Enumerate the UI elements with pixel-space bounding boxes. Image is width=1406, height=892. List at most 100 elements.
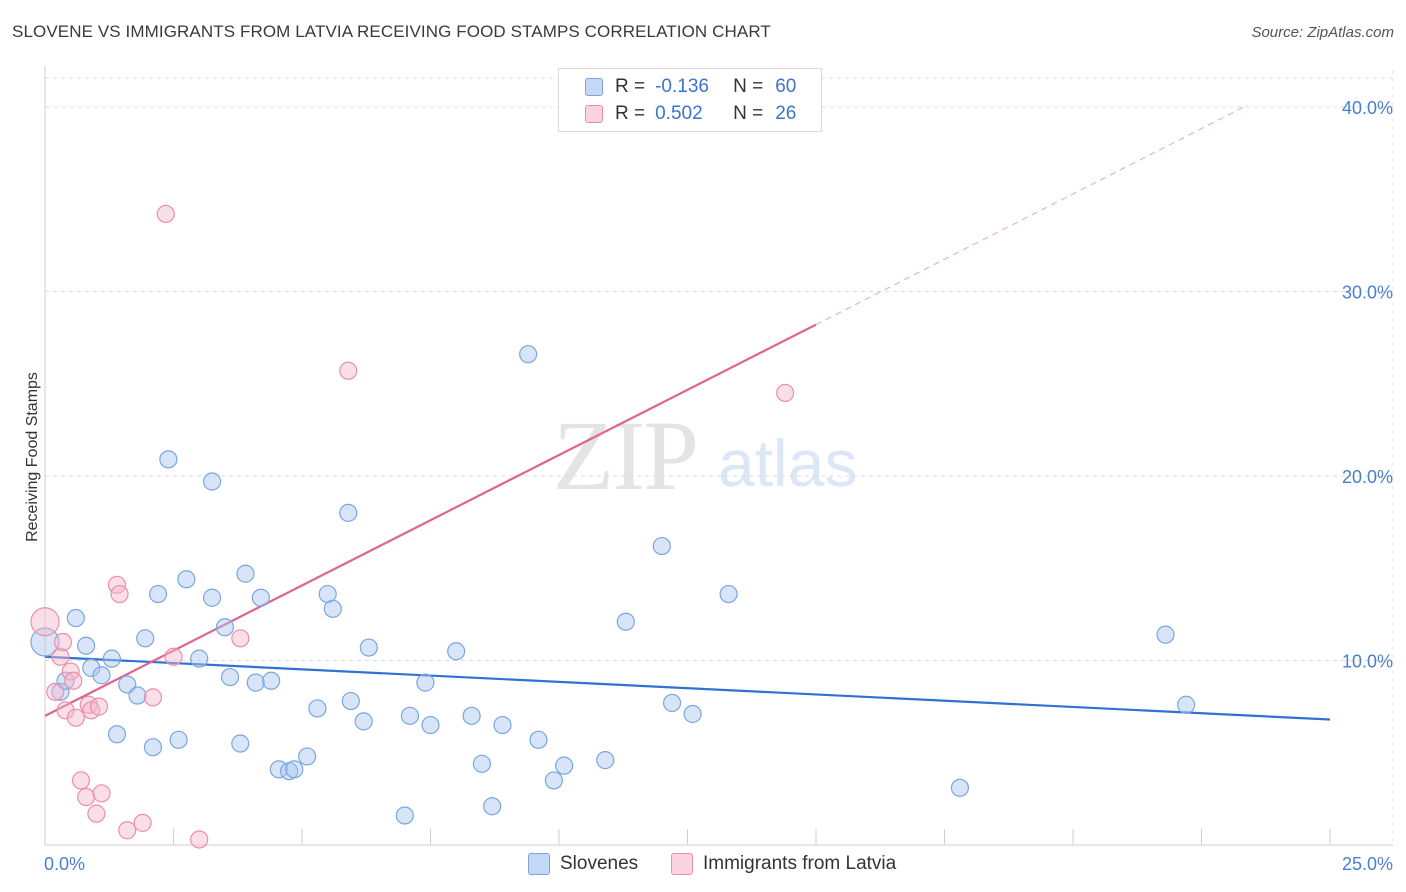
point-slovenes — [683, 704, 702, 724]
point-slovenes — [339, 503, 358, 522]
x-tick-label: 0.0% — [44, 854, 85, 874]
point-slovenes — [421, 715, 440, 735]
point-slovenes — [107, 725, 127, 744]
point-slovenes — [169, 730, 188, 749]
point-slovenes — [231, 734, 250, 753]
trend-lines — [44, 104, 1331, 721]
legend-r-value: 0.502 — [655, 103, 703, 124]
point-slovenes — [220, 667, 240, 687]
point-slovenes — [56, 671, 75, 690]
point-latvia — [133, 813, 152, 832]
point-slovenes — [262, 671, 281, 690]
point-slovenes — [202, 472, 222, 491]
point-slovenes — [662, 693, 682, 713]
legend-swatch-slovenes — [585, 78, 603, 96]
legend-row-latvia: R = 0.502 N = 26 — [585, 102, 796, 126]
legend-r-label: R = — [615, 103, 646, 124]
point-slovenes — [215, 618, 234, 637]
point-slovenes — [236, 564, 255, 583]
point-latvia — [118, 821, 137, 840]
point-slovenes — [472, 754, 491, 773]
point-latvia — [56, 701, 75, 720]
point-slovenes — [462, 706, 481, 725]
point-slovenes — [159, 450, 178, 469]
point-slovenes — [616, 612, 635, 631]
point-slovenes — [298, 747, 317, 766]
point-latvia — [46, 682, 65, 701]
point-slovenes — [251, 588, 270, 607]
y-axis-label: Receiving Food Stamps — [24, 372, 41, 542]
legend-swatch-latvia — [585, 105, 603, 123]
legend-n-label: N = — [733, 103, 764, 124]
watermark-zip: ZIP — [553, 400, 699, 511]
point-slovenes — [555, 756, 574, 775]
point-slovenes — [519, 345, 538, 364]
x-tick-label: 25.0% — [1342, 854, 1393, 874]
legend-n-label: N = — [733, 76, 764, 97]
point-slovenes — [77, 636, 96, 655]
legend-r-label: R = — [615, 76, 646, 97]
legend-item-latvia[interactable]: Immigrants from Latvia — [671, 851, 896, 877]
legend-n-value: 60 — [775, 76, 797, 97]
chart-title: SLOVENE VS IMMIGRANTS FROM LATVIA RECEIV… — [12, 22, 771, 41]
point-slovenes — [652, 536, 671, 556]
point-slovenes — [148, 584, 168, 604]
trend-line — [44, 323, 817, 717]
point-slovenes — [596, 751, 615, 770]
legend-item-slovenes[interactable]: Slovenes — [528, 851, 638, 877]
point-latvia — [51, 647, 70, 666]
trend-line-extension — [815, 104, 1249, 326]
point-slovenes — [82, 658, 101, 677]
series-legend: Slovenes Immigrants from Latvia — [0, 851, 1406, 877]
point-slovenes — [102, 649, 121, 668]
y-tick-label: 30.0% — [1342, 282, 1393, 302]
axes — [44, 66, 1393, 846]
legend-swatch-latvia — [671, 853, 693, 875]
point-slovenes — [128, 686, 147, 705]
point-latvia — [231, 629, 250, 648]
point-slovenes — [483, 797, 502, 816]
point-latvia — [776, 383, 795, 403]
point-slovenes — [285, 760, 304, 779]
point-latvia — [30, 607, 60, 637]
point-slovenes — [190, 649, 209, 668]
y-tick-label: 40.0% — [1342, 98, 1393, 118]
legend-label-latvia: Immigrants from Latvia — [703, 853, 897, 874]
point-slovenes — [143, 738, 163, 757]
legend-label-slovenes: Slovenes — [560, 853, 639, 874]
source-label: Source: ZipAtlas.com — [1251, 24, 1394, 41]
data-points — [30, 204, 1196, 849]
point-latvia — [164, 647, 183, 666]
point-latvia — [66, 708, 85, 727]
legend-swatch-slovenes — [528, 853, 550, 875]
point-slovenes — [529, 730, 548, 749]
y-tick-label: 10.0% — [1342, 651, 1393, 671]
watermark-atlas: atlas — [718, 426, 858, 500]
point-latvia — [53, 632, 73, 652]
point-slovenes — [202, 588, 222, 607]
trend-line — [44, 655, 1331, 721]
point-latvia — [143, 688, 163, 707]
point-latvia — [190, 830, 209, 849]
point-slovenes — [92, 666, 111, 685]
point-slovenes — [177, 570, 196, 589]
point-latvia — [110, 584, 129, 604]
point-latvia — [156, 204, 175, 224]
legend-row-slovenes: R = -0.136 N = 60 — [585, 75, 796, 99]
point-slovenes — [950, 778, 970, 797]
point-slovenes — [1176, 695, 1196, 714]
point-latvia — [92, 784, 111, 803]
point-latvia — [64, 671, 83, 690]
point-slovenes — [323, 599, 342, 618]
point-slovenes — [118, 675, 137, 694]
point-slovenes — [359, 638, 378, 657]
point-latvia — [339, 361, 358, 380]
y-tick-label: 20.0% — [1342, 467, 1393, 487]
point-slovenes — [447, 642, 466, 661]
legend-r-value: -0.136 — [655, 76, 709, 97]
legend-n-value: 26 — [775, 103, 797, 124]
point-slovenes — [51, 682, 70, 701]
correlation-legend: R = -0.136 N = 60 R = 0.502 N = 26 — [558, 68, 822, 132]
point-slovenes — [136, 629, 155, 648]
